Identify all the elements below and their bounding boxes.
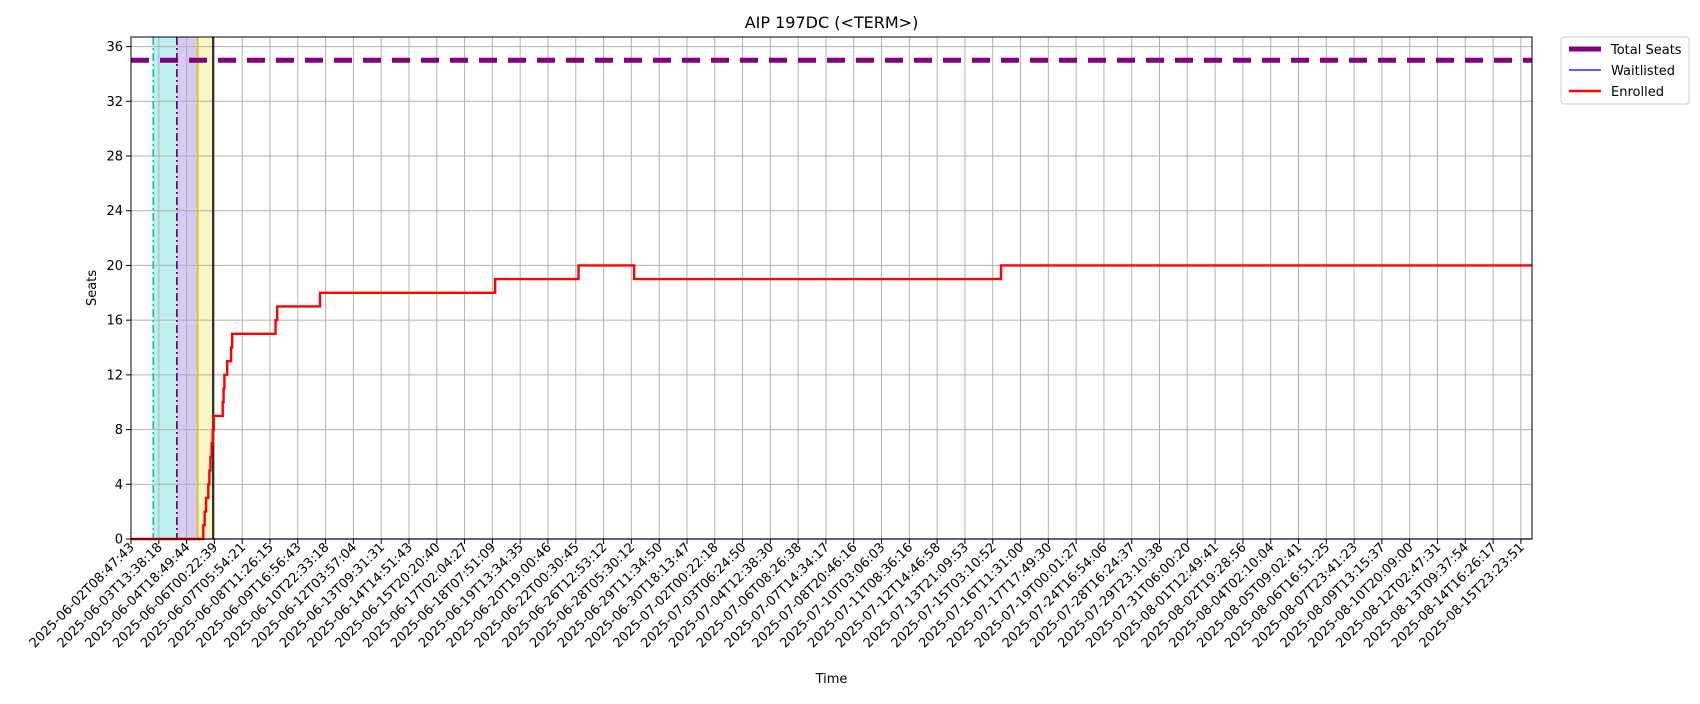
legend-label: Total Seats bbox=[1610, 43, 1682, 58]
legend-label: Waitlisted bbox=[1611, 64, 1675, 79]
y-tick-label: 20 bbox=[106, 259, 123, 274]
shaded-region-1 bbox=[153, 37, 177, 539]
y-tick-label: 8 bbox=[115, 423, 123, 438]
legend-box bbox=[1560, 36, 1690, 105]
shaded-region-3 bbox=[197, 37, 214, 539]
y-tick-label: 36 bbox=[106, 40, 123, 55]
y-tick-label: 24 bbox=[106, 204, 123, 219]
y-tick-label: 4 bbox=[115, 478, 123, 493]
y-tick-label: 0 bbox=[115, 533, 123, 548]
shaded-region-2 bbox=[176, 37, 198, 539]
y-tick-label: 16 bbox=[106, 314, 123, 329]
plot-frame bbox=[130, 36, 1533, 540]
chart-title: AIP 197DC (<TERM>) bbox=[745, 13, 919, 32]
y-tick-label: 12 bbox=[106, 368, 123, 383]
series-line-enrolled bbox=[131, 264, 1532, 541]
y-tick-label: 28 bbox=[106, 150, 123, 165]
x-axis-label: Time bbox=[815, 672, 848, 687]
y-tick-label: 32 bbox=[106, 95, 123, 110]
legend-label: Enrolled bbox=[1611, 85, 1664, 100]
y-axis-label: Seats bbox=[85, 270, 100, 306]
